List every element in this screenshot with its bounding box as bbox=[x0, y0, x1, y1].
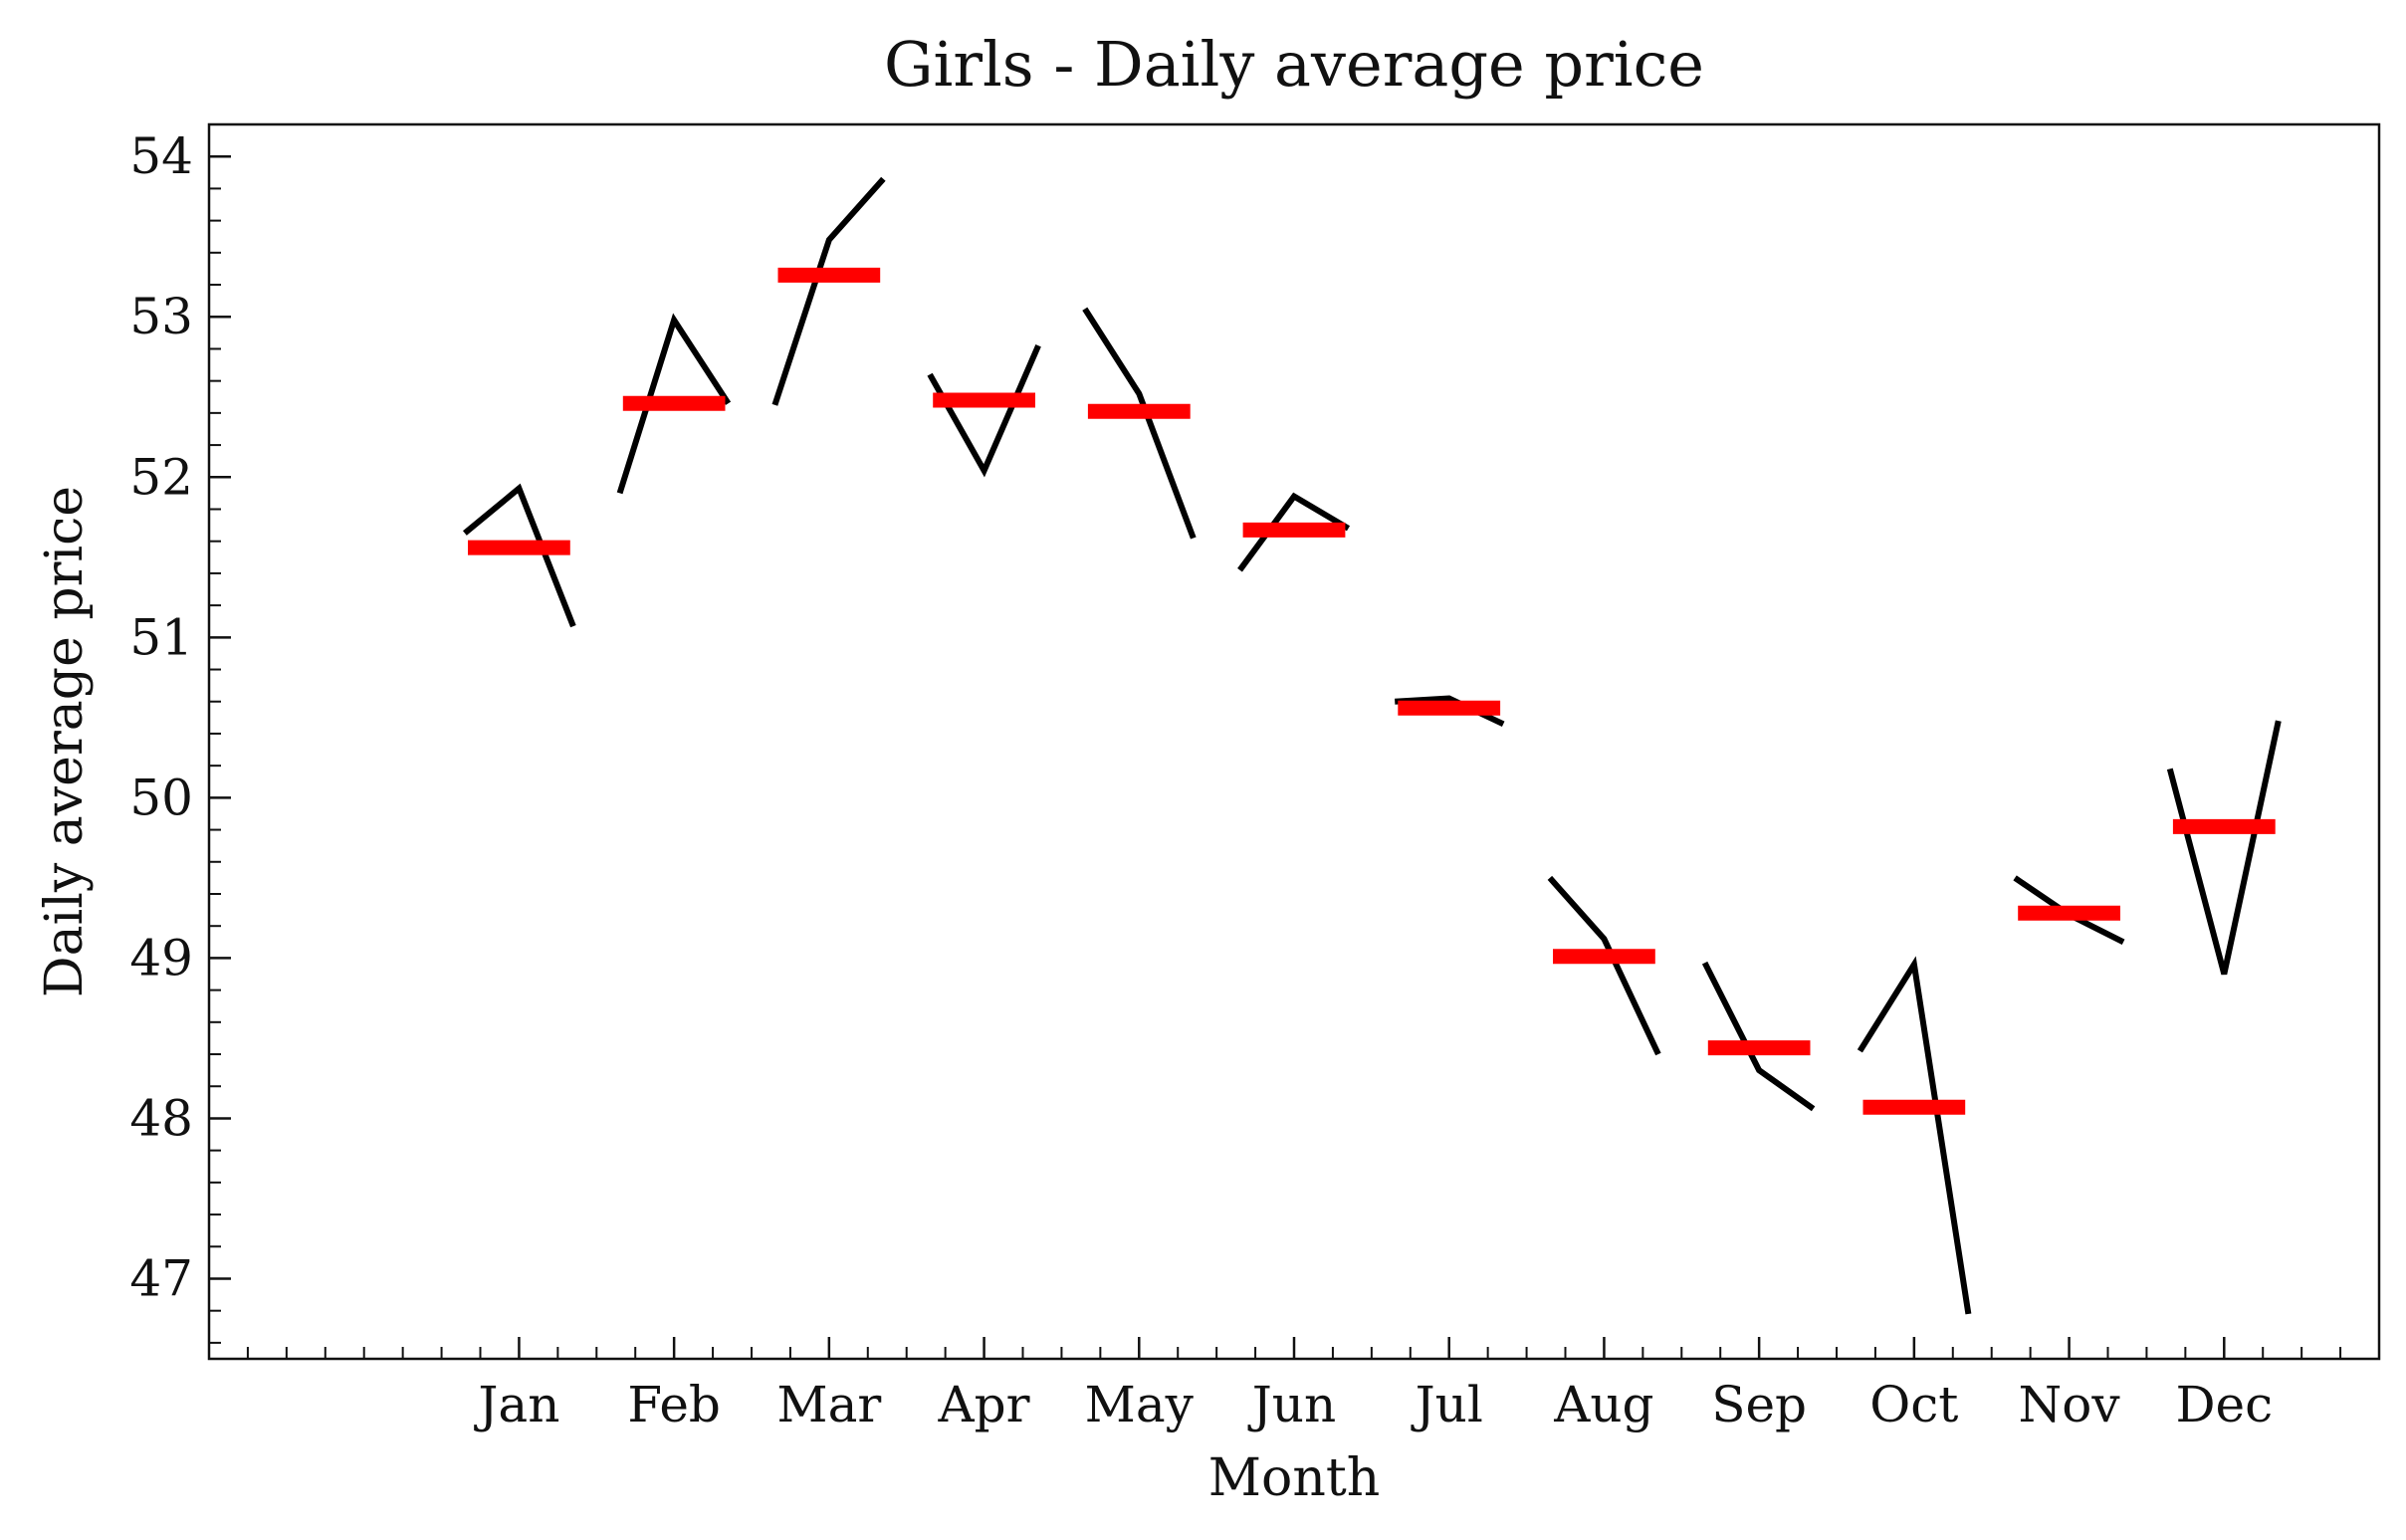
x-tick-label: Jul bbox=[1411, 1376, 1483, 1433]
y-tick-label: 54 bbox=[129, 127, 193, 185]
y-tick-label: 53 bbox=[129, 288, 193, 345]
series-line-aug bbox=[1547, 875, 1661, 1056]
series-line-feb bbox=[616, 313, 732, 495]
series-line-oct bbox=[1857, 956, 1972, 1315]
series-line-may bbox=[1082, 307, 1197, 540]
y-tick-label: 52 bbox=[129, 448, 193, 506]
x-tick-label: Feb bbox=[627, 1376, 721, 1433]
x-tick-label: Aug bbox=[1553, 1376, 1653, 1433]
y-axis-label: Daily average price bbox=[35, 486, 95, 997]
series-line-jun bbox=[1237, 492, 1351, 572]
series-line-jan bbox=[462, 483, 576, 628]
series-line-dec bbox=[2166, 720, 2282, 976]
x-axis-label: Month bbox=[1208, 1448, 1380, 1508]
y-tick-label: 51 bbox=[129, 608, 193, 666]
chart-marks bbox=[462, 176, 2282, 1315]
x-tick-label: Jan bbox=[473, 1376, 559, 1433]
series-line-sep bbox=[1701, 961, 1816, 1112]
axis-ticks: 47 48 49 50 51 52 53 54 Jan Feb Mar Apr May Jun Jul Aug… bbox=[129, 123, 2380, 1433]
x-tick-label: Apr bbox=[938, 1376, 1030, 1433]
chart-title: Girls - Daily average price bbox=[884, 28, 1704, 101]
x-tick-label: Sep bbox=[1711, 1376, 1807, 1433]
plot-frame bbox=[207, 122, 2381, 1361]
y-tick-label: 47 bbox=[129, 1249, 193, 1307]
y-tick-label: 48 bbox=[129, 1089, 193, 1147]
y-tick-label: 50 bbox=[129, 769, 193, 826]
x-tick-label: Jun bbox=[1247, 1376, 1336, 1433]
y-tick-label: 49 bbox=[129, 929, 193, 987]
x-tick-label: Nov bbox=[2019, 1376, 2121, 1433]
x-tick-label: Mar bbox=[776, 1376, 881, 1433]
x-tick-label: Dec bbox=[2175, 1376, 2273, 1433]
x-tick-label: May bbox=[1085, 1376, 1195, 1433]
series-line-mar bbox=[771, 176, 886, 406]
x-tick-label: Oct bbox=[1869, 1376, 1958, 1433]
